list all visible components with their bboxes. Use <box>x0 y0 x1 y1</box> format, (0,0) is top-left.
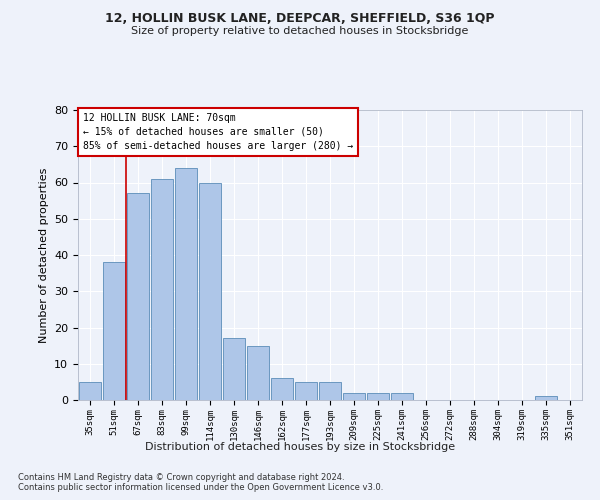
Text: Distribution of detached houses by size in Stocksbridge: Distribution of detached houses by size … <box>145 442 455 452</box>
Bar <box>199 182 221 400</box>
Y-axis label: Number of detached properties: Number of detached properties <box>38 168 49 342</box>
Text: Contains public sector information licensed under the Open Government Licence v3: Contains public sector information licen… <box>18 484 383 492</box>
Bar <box>391 393 413 400</box>
Bar <box>151 179 173 400</box>
Bar <box>127 194 149 400</box>
Bar <box>295 382 317 400</box>
Bar <box>223 338 245 400</box>
Text: Contains HM Land Registry data © Crown copyright and database right 2024.: Contains HM Land Registry data © Crown c… <box>18 472 344 482</box>
Bar <box>175 168 197 400</box>
Text: Size of property relative to detached houses in Stocksbridge: Size of property relative to detached ho… <box>131 26 469 36</box>
Bar <box>535 396 557 400</box>
Bar <box>271 378 293 400</box>
Bar <box>103 262 125 400</box>
Bar <box>367 393 389 400</box>
Bar <box>247 346 269 400</box>
Bar <box>79 382 101 400</box>
Bar <box>319 382 341 400</box>
Bar <box>343 393 365 400</box>
Text: 12, HOLLIN BUSK LANE, DEEPCAR, SHEFFIELD, S36 1QP: 12, HOLLIN BUSK LANE, DEEPCAR, SHEFFIELD… <box>105 12 495 26</box>
Text: 12 HOLLIN BUSK LANE: 70sqm
← 15% of detached houses are smaller (50)
85% of semi: 12 HOLLIN BUSK LANE: 70sqm ← 15% of deta… <box>83 113 353 151</box>
